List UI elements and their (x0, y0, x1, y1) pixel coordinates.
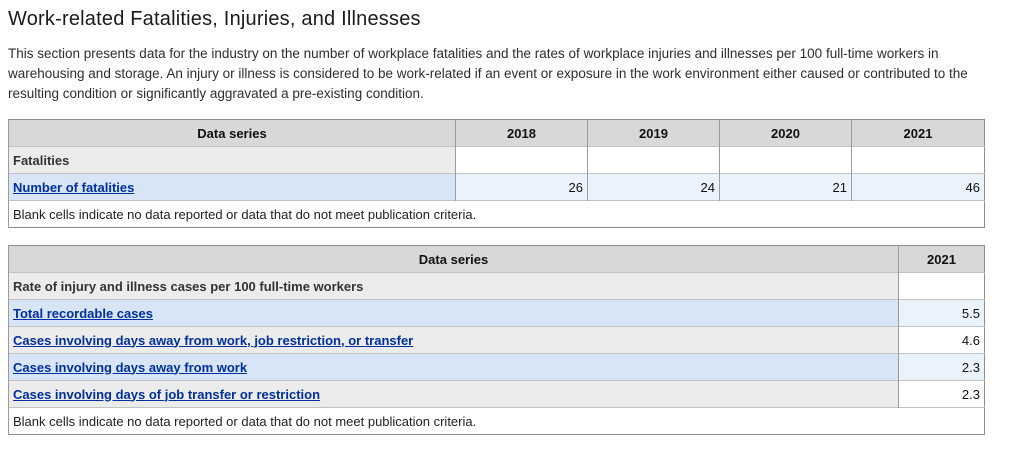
data-series-link[interactable]: Total recordable cases (13, 305, 153, 321)
section-label: Fatalities (13, 152, 70, 168)
col-header-year: 2019 (587, 119, 720, 147)
value-cell (898, 272, 985, 300)
table-footnote: Blank cells indicate no data reported or… (8, 200, 985, 228)
table-row: Cases involving days away from work, job… (8, 326, 985, 354)
series-label-cell: Number of fatalities (8, 173, 456, 201)
value-cell: 24 (587, 173, 720, 201)
fatalities-table-footer: Blank cells indicate no data reported or… (8, 200, 985, 228)
series-label-cell: Fatalities (8, 146, 456, 174)
data-series-link[interactable]: Number of fatalities (13, 179, 135, 195)
table-row: Cases involving days away from work 2.3 (8, 353, 985, 381)
page-title: Work-related Fatalities, Injuries, and I… (8, 8, 421, 30)
value-cell (851, 146, 985, 174)
table-row: Total recordable cases 5.5 (8, 299, 985, 327)
section-label: Rate of injury and illness cases per 100… (13, 278, 364, 294)
data-series-link[interactable]: Cases involving days away from work (13, 359, 248, 375)
series-label-cell: Cases involving days away from work, job… (8, 326, 899, 354)
series-label-cell: Total recordable cases (8, 299, 899, 327)
rates-table-body: Rate of injury and illness cases per 100… (8, 272, 985, 408)
value-cell (719, 146, 852, 174)
series-label-cell: Rate of injury and illness cases per 100… (8, 272, 899, 300)
fatalities-table-header: Data series 2018 2019 2020 2021 (8, 119, 985, 147)
table-footnote: Blank cells indicate no data reported or… (8, 407, 985, 435)
series-label-cell: Cases involving days away from work (8, 353, 899, 381)
value-cell: 2.3 (898, 353, 985, 381)
value-cell: 5.5 (898, 299, 985, 327)
rates-table-footer: Blank cells indicate no data reported or… (8, 407, 985, 435)
table-row: Rate of injury and illness cases per 100… (8, 272, 985, 300)
value-cell: 46 (851, 173, 985, 201)
rates-table: Data series 2021 Rate of injury and illne… (8, 245, 985, 435)
value-cell: 4.6 (898, 326, 985, 354)
table-row: Cases involving days of job transfer or … (8, 380, 985, 408)
data-series-link[interactable]: Cases involving days away from work, job… (13, 332, 414, 348)
col-header-year: 2018 (455, 119, 588, 147)
rates-table-header: Data series 2021 (8, 245, 985, 273)
col-header-data-series: Data series (8, 245, 899, 273)
col-header-year: 2020 (719, 119, 852, 147)
data-series-link[interactable]: Cases involving days of job transfer or … (13, 386, 321, 402)
col-header-year: 2021 (851, 119, 985, 147)
series-label-cell: Cases involving days of job transfer or … (8, 380, 899, 408)
value-cell: 2.3 (898, 380, 985, 408)
value-cell (587, 146, 720, 174)
col-header-data-series: Data series (8, 119, 456, 147)
table-row: Fatalities (8, 146, 985, 174)
table-row: Number of fatalities 26 24 21 46 (8, 173, 985, 201)
value-cell: 26 (455, 173, 588, 201)
value-cell (455, 146, 588, 174)
value-cell: 21 (719, 173, 852, 201)
intro-paragraph: This section presents data for the indus… (8, 46, 968, 101)
col-header-year: 2021 (898, 245, 985, 273)
fatalities-table-body: Fatalities Number of fatalities 26 24 21 46 (8, 146, 985, 201)
fatalities-table: Data series 2018 2019 2020 2021 Fatalities Nu… (8, 119, 985, 228)
